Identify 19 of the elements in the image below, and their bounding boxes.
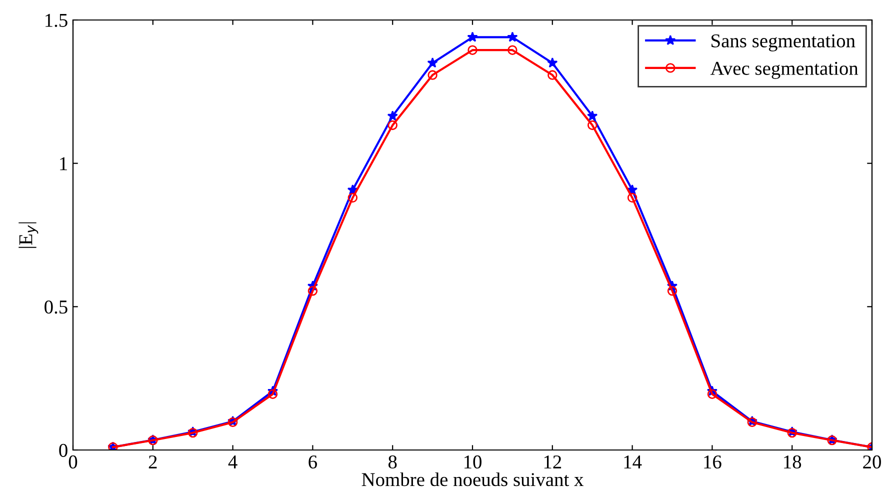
- x-tick-label: 20: [863, 455, 881, 469]
- x-tick-label: 14: [624, 456, 642, 468]
- x-tick-label: 4: [228, 456, 238, 468]
- x-tick-label: 6: [308, 455, 317, 469]
- legend-label: Sans segmentation: [712, 34, 856, 52]
- x-tick-label: 18: [784, 455, 802, 469]
- x-tick-label: 12: [544, 455, 562, 468]
- y-tick-label: 1.5: [46, 14, 68, 28]
- y-tick-label: 0.5: [44, 300, 68, 314]
- y-tick-label: 0: [59, 444, 68, 457]
- x-tick-label: 0: [68, 455, 78, 469]
- x-tick-label: 2: [148, 455, 157, 468]
- y-axis-title: |E$_{y}$|: [18, 222, 38, 248]
- y-tick-label: 1: [60, 157, 67, 170]
- x-tick-label: 10: [464, 455, 482, 469]
- x-tick-label: 8: [388, 455, 397, 469]
- legend-label: Avec segmentation: [710, 62, 858, 79]
- x-tick-label: 16: [704, 455, 722, 469]
- x-axis-title: Nombre de noeuds suivant x: [362, 472, 584, 486]
